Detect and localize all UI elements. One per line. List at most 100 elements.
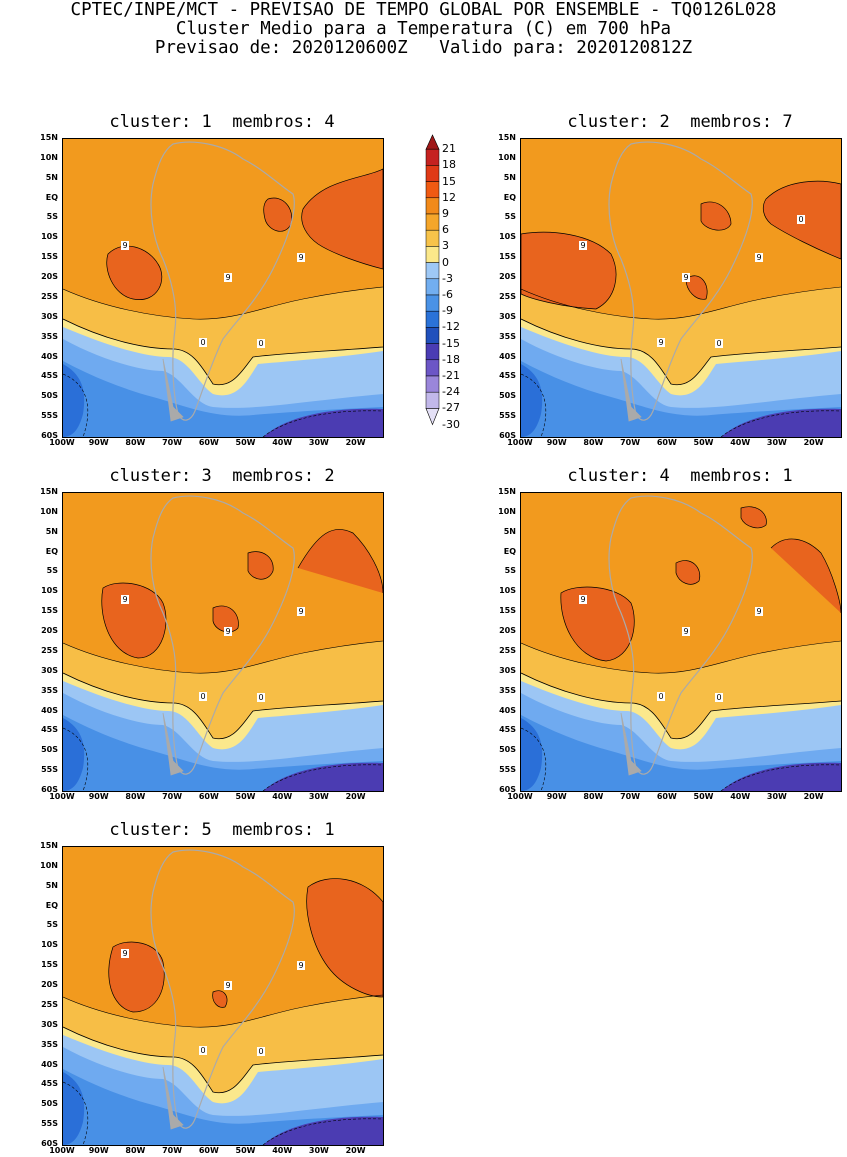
colorbar-label: -3 [442, 271, 453, 285]
contour-label: 9 [224, 273, 232, 282]
patagonia-islands [162, 358, 184, 422]
colorbar-label: -21 [442, 368, 460, 382]
lat-label: 55S [499, 411, 516, 421]
warm-region-9-2 [770, 538, 841, 614]
south-america-outline [150, 141, 295, 421]
south-america-outline [150, 495, 295, 775]
contour-label: 9 [224, 627, 232, 636]
cold-pool-left [521, 718, 543, 791]
lat-label: 10S [499, 586, 516, 596]
lat-label: 50S [499, 391, 516, 401]
contour-label: 9 [297, 253, 305, 262]
lat-label: 40S [499, 705, 516, 715]
svg-text:9: 9 [122, 949, 127, 958]
contour-label: 9 [657, 338, 665, 347]
lat-label: 15S [41, 606, 58, 616]
warm-region-9-1 [106, 245, 163, 300]
panel-1-title: cluster: 1 membros: 4 [109, 112, 335, 132]
contour-label: 0 [257, 693, 265, 702]
colorbar-segment [425, 375, 440, 393]
south-america-outline [608, 495, 753, 775]
lat-label: 25S [499, 291, 516, 301]
lat-label: 45S [41, 1079, 58, 1089]
warm-region-9-1 [108, 941, 165, 1013]
patagonia-islands [162, 1066, 184, 1130]
lat-label: 10N [40, 152, 58, 162]
colorbar-label: 12 [442, 190, 456, 204]
colorbar-segment [425, 181, 440, 199]
header-line-1: CPTEC/INPE/MCT - PREVISAO DE TEMPO GLOBA… [70, 0, 777, 20]
lat-label: 5S [46, 566, 58, 576]
cold-pool-left [63, 718, 85, 791]
svg-text:9: 9 [756, 607, 761, 616]
colorbar-segment [425, 148, 440, 166]
lon-label: 90W [88, 438, 109, 447]
lat-label: 35S [499, 685, 516, 695]
lon-label: 80W [125, 792, 146, 801]
lat-label: 35S [41, 331, 58, 341]
svg-text:0: 0 [200, 1046, 205, 1055]
lat-label: 50S [41, 391, 58, 401]
lon-label: 40W [272, 438, 293, 447]
lat-label: EQ [45, 192, 58, 202]
lat-label: 40S [41, 1059, 58, 1069]
lat-label: 5N [45, 526, 58, 536]
lat-label: 10S [41, 586, 58, 596]
lat-label: 10S [499, 232, 516, 242]
colorbar-label: 18 [442, 158, 456, 172]
lon-label: 100W [49, 792, 75, 801]
svg-text:0: 0 [258, 1047, 263, 1056]
colorbar-segment [425, 310, 440, 328]
lon-label: 60W [198, 1146, 219, 1155]
lat-label: 55S [499, 765, 516, 775]
colorbar-label: 21 [442, 142, 456, 156]
lat-label: 5N [503, 172, 516, 182]
lat-label: 55S [41, 411, 58, 421]
lon-label: 50W [235, 438, 256, 447]
warm-region-9-4 [740, 506, 767, 529]
lat-label: 60S [41, 1139, 58, 1148]
panel-1-map: 9 9 9 0 0 [62, 138, 384, 438]
contour-label: 9 [297, 607, 305, 616]
lat-label: 15S [499, 252, 516, 262]
lat-label: 25S [41, 999, 58, 1009]
cold-pool-left [63, 364, 85, 437]
lat-label: 55S [41, 1119, 58, 1129]
svg-text:9: 9 [225, 981, 230, 990]
lon-label: 30W [766, 792, 787, 801]
colorbar-segment [425, 197, 440, 215]
svg-text:0: 0 [200, 692, 205, 701]
panel-5-title: cluster: 5 membros: 1 [109, 820, 335, 840]
lat-label: 15S [499, 606, 516, 616]
south-america-outline [608, 141, 753, 421]
cold-pool-right [263, 408, 383, 437]
cold-pool-right [721, 408, 841, 437]
lat-label: 55S [41, 765, 58, 775]
contour-neg-15 [720, 410, 841, 437]
svg-text:0: 0 [798, 215, 803, 224]
colorbar-label: 9 [442, 206, 449, 220]
contour-label: 0 [657, 692, 665, 701]
lon-label: 40W [272, 1146, 293, 1155]
cold-pool-left [63, 1072, 85, 1145]
contour-label: 0 [797, 215, 805, 224]
colorbar-label: 3 [442, 239, 449, 253]
lon-label: 50W [235, 1146, 256, 1155]
lat-label: 15N [40, 133, 58, 142]
lat-label: 5S [46, 212, 58, 222]
contour-3 [63, 994, 383, 1028]
lat-label: 45S [499, 725, 516, 735]
colorbar-label: -24 [442, 385, 460, 399]
lat-label: EQ [45, 546, 58, 556]
lat-label: 15N [40, 487, 58, 496]
lon-label: 50W [693, 438, 714, 447]
lon-label: 20W [345, 438, 366, 447]
lat-label: 45S [499, 371, 516, 381]
colorbar-label: -6 [442, 287, 453, 301]
colorbar-segment [425, 213, 440, 231]
panel-3-map: 9 9 9 0 0 [62, 492, 384, 792]
svg-text:0: 0 [258, 339, 263, 348]
colorbar-segment [425, 165, 440, 182]
lat-label: 40S [499, 351, 516, 361]
warm-region-9-1 [101, 582, 167, 659]
